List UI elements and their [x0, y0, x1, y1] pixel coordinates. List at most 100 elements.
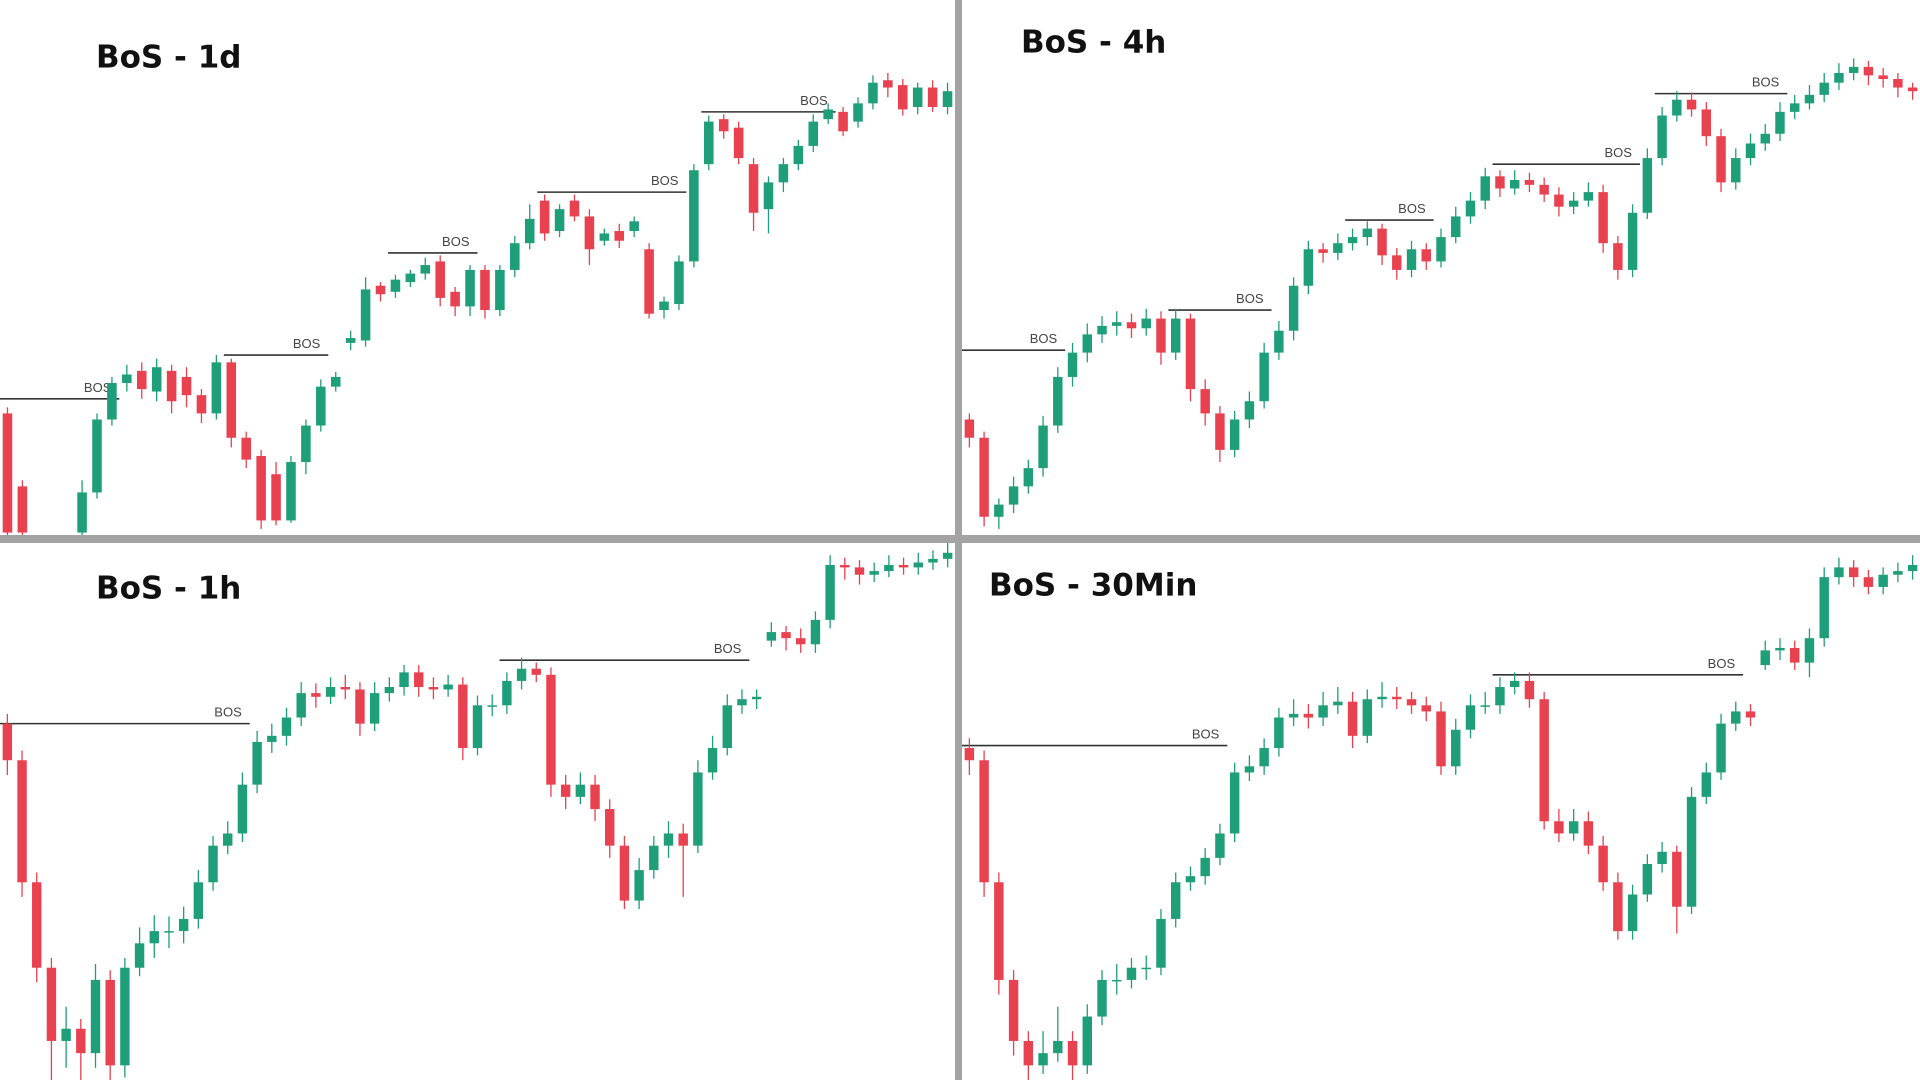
candle-body: [1657, 115, 1667, 159]
candle-body: [1288, 285, 1299, 331]
candle-body: [1804, 94, 1815, 104]
candle-body: [196, 395, 207, 414]
candle-body: [1244, 401, 1255, 420]
candle-body: [77, 492, 87, 533]
candle-body: [778, 164, 789, 183]
bos-label: BOS: [442, 234, 470, 249]
candle-body: [1229, 419, 1240, 450]
candle-body: [1745, 711, 1756, 718]
candle-body: [420, 265, 431, 274]
candle-body: [1215, 413, 1225, 450]
candle-body: [1539, 699, 1549, 822]
candle-body: [1392, 255, 1402, 270]
candle-body: [1451, 216, 1461, 238]
candle-body: [340, 687, 350, 690]
candle-body: [1126, 967, 1137, 980]
candle-body: [1893, 571, 1903, 575]
candle-body: [1406, 699, 1417, 706]
candle-body: [271, 474, 281, 521]
candle-body: [1303, 713, 1314, 718]
candle-body: [1200, 857, 1210, 877]
candle-body: [928, 558, 938, 563]
candle-body: [1259, 748, 1269, 767]
candle-body: [208, 845, 218, 883]
candle-body: [1141, 967, 1151, 970]
candle-body: [193, 882, 204, 919]
candle-body: [674, 261, 684, 304]
candle-body: [823, 109, 833, 120]
candle-body: [994, 882, 1004, 980]
candle-body: [1804, 638, 1815, 663]
candle-body: [405, 273, 416, 283]
candle-body: [796, 638, 806, 645]
candle-body: [166, 370, 177, 402]
candle-body: [979, 760, 989, 883]
candle-body: [450, 291, 460, 307]
bos-label: BOS: [214, 705, 242, 720]
candle-body: [1362, 699, 1373, 736]
candle-body: [345, 338, 356, 343]
candle-body: [1790, 103, 1800, 112]
candle-body: [1731, 158, 1741, 183]
candle-body: [1598, 845, 1608, 883]
bos-label: BOS: [1398, 201, 1426, 216]
candle-body: [1053, 376, 1063, 426]
candle-body: [1731, 711, 1741, 724]
candle-body: [1524, 680, 1535, 700]
panel-title: BoS - 1d: [96, 40, 241, 76]
candle-body: [1288, 713, 1299, 718]
candle-body: [325, 687, 336, 697]
candle-body: [1480, 705, 1490, 707]
candle-body: [122, 374, 132, 384]
candle-body: [869, 571, 879, 575]
candle-body: [1819, 577, 1829, 639]
candle-body: [296, 693, 306, 718]
candle-body: [569, 200, 580, 217]
bos-label: BOS: [1192, 727, 1220, 742]
candle-body: [458, 684, 468, 749]
candle-body: [590, 784, 600, 810]
candle-body: [1701, 772, 1712, 797]
candle-body: [281, 717, 292, 736]
candle-body: [1509, 680, 1520, 688]
candle-body: [737, 699, 747, 706]
candle-body: [1509, 179, 1520, 189]
candle-body: [1156, 318, 1166, 353]
candle-body: [286, 462, 296, 521]
candle-body: [1318, 249, 1328, 253]
candle-body: [1642, 863, 1653, 895]
candle-body: [487, 705, 497, 707]
candle-body: [1112, 979, 1122, 982]
candle-body: [733, 127, 744, 159]
candle-body: [539, 200, 550, 234]
candle-body: [575, 784, 586, 797]
candle-body: [1215, 833, 1225, 858]
candle-body: [1863, 577, 1874, 587]
candle-body: [766, 632, 777, 641]
candle-body: [1274, 717, 1284, 749]
chart-panel: BOS BOS: [962, 555, 1918, 1080]
candle-body: [838, 111, 848, 132]
candle-body: [1642, 158, 1653, 213]
candle-body: [390, 279, 401, 292]
candle-body: [17, 486, 28, 533]
candle-body: [1495, 176, 1505, 189]
candle-body: [311, 693, 321, 697]
candle-body: [1495, 687, 1505, 706]
candle-body: [810, 619, 821, 645]
candle-body: [1170, 882, 1181, 919]
candle-body: [994, 504, 1004, 517]
candle-body: [256, 455, 266, 521]
candle-body: [1097, 979, 1107, 1017]
candle-body: [898, 564, 909, 568]
candle-body: [355, 689, 365, 724]
candle-body: [443, 684, 453, 690]
panel-title: BoS - 4h: [1021, 25, 1166, 61]
candle-body: [1451, 729, 1461, 767]
candle-body: [1583, 192, 1594, 201]
candle-body: [1377, 696, 1387, 700]
candle-body: [793, 145, 804, 165]
candle-body: [46, 967, 57, 1041]
candle-body: [524, 218, 535, 244]
candle-body: [1347, 701, 1358, 736]
